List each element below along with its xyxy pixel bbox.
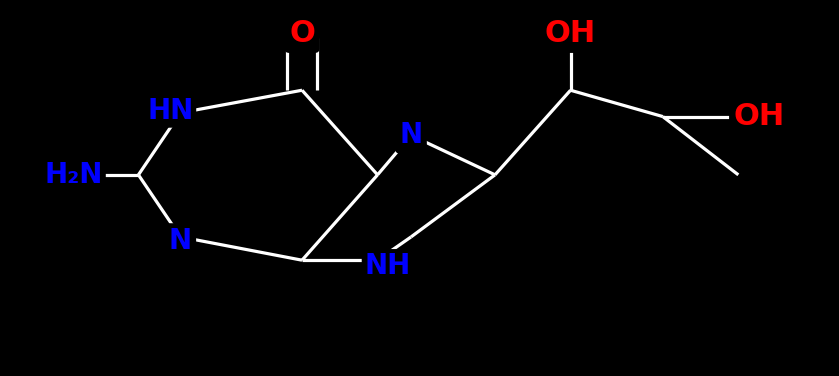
Text: NH: NH (364, 252, 411, 280)
Text: OH: OH (733, 102, 785, 131)
Text: N: N (169, 227, 192, 255)
Text: OH: OH (545, 19, 597, 49)
Text: H₂N: H₂N (44, 161, 103, 189)
Text: HN: HN (147, 97, 194, 125)
Text: N: N (399, 121, 423, 149)
Text: O: O (289, 19, 315, 49)
